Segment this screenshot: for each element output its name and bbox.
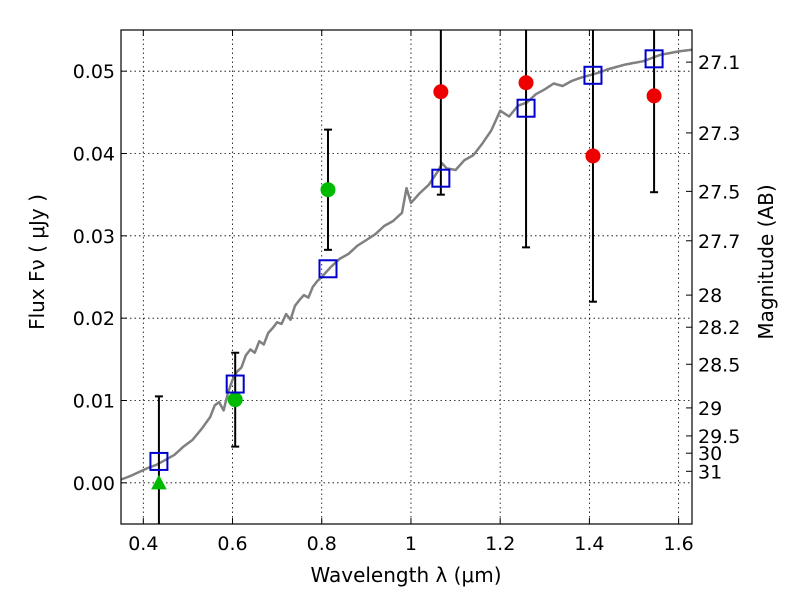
model-square [431,168,451,188]
model-square [225,374,245,394]
axis-ticks [121,30,692,524]
x-tick-labels: 0.4 0.6 0.8 1 1.2 1.4 1.6 [128,533,694,555]
y-tick-labels: 0.00 0.01 0.02 0.03 0.04 0.05 [73,61,115,495]
right-tick-label: 27.5 [698,181,740,203]
error-bars-layer [154,30,659,524]
y-tick-label: 0.01 [73,391,115,413]
observed-triangle [151,474,167,490]
model-square [644,49,664,69]
observed-point [585,148,601,164]
model-square [583,65,603,85]
right-tick-label: 27.1 [698,52,740,74]
observed-point [646,88,662,104]
right-tick-label: 28 [698,285,722,307]
right-tick-label: 28.5 [698,354,740,376]
x-tick-label: 0.8 [307,533,337,555]
y-tick-label: 0.02 [73,308,115,330]
right-axis-label: Magnitude (AB) [754,184,778,339]
right-tick-label: 29 [698,398,722,420]
right-tick-label: 28.2 [698,317,740,339]
x-tick-label: 1 [405,533,417,555]
right-tick-label: 30 [698,443,722,465]
observed-point [227,392,243,408]
y-axis-label: Flux Fν ( μJy ) [25,194,49,330]
y-tick-label: 0.03 [73,226,115,248]
model-square [149,451,169,471]
model-sed-line [120,48,693,481]
right-tick-label: 27.7 [698,231,740,253]
y-tick-label: 0.05 [73,61,115,83]
x-tick-label: 0.4 [128,533,158,555]
grid-lines [121,30,692,524]
model-square [318,259,338,279]
model-square [516,98,536,118]
right-tick-label: 31 [698,461,722,483]
x-tick-label: 1.4 [574,533,604,555]
observed-point [320,182,336,198]
x-tick-label: 1.6 [664,533,694,555]
y-tick-label: 0.04 [73,144,115,166]
model-sed-layer [120,48,693,481]
observed-point [518,75,534,91]
plot-frame [120,29,693,525]
x-tick-label: 0.6 [217,533,247,555]
x-tick-label: 1.2 [485,533,515,555]
observed-point [433,84,449,100]
right-tick-label: 27.3 [698,123,740,145]
model-points-layer [149,49,664,471]
y-tick-label: 0.00 [73,473,115,495]
x-axis-label: Wavelength λ (μm) [310,563,501,587]
observed-points-layer [151,75,662,490]
right-tick-label: 29.5 [698,426,740,448]
